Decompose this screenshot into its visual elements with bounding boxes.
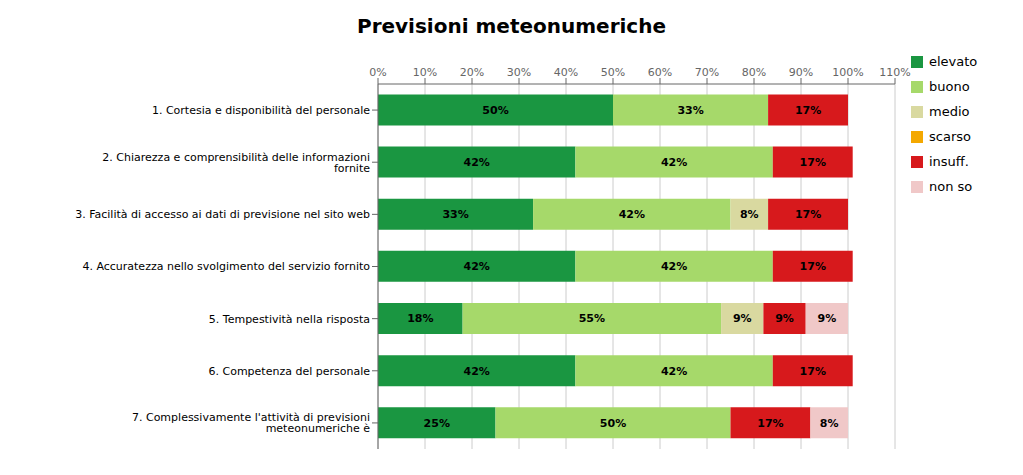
svg-text:55%: 55% bbox=[579, 312, 605, 325]
svg-text:17%: 17% bbox=[800, 260, 826, 273]
html-text:elevato: elevato bbox=[929, 54, 978, 69]
svg-text:0%: 0% bbox=[369, 66, 386, 79]
svg-text:20%: 20% bbox=[460, 66, 484, 79]
svg-text:60%: 60% bbox=[648, 66, 672, 79]
svg-text:8%: 8% bbox=[820, 417, 839, 430]
svg-text:1. Cortesia e disponibilità de: 1. Cortesia e disponibilità del personal… bbox=[152, 104, 370, 117]
svg-text:90%: 90% bbox=[789, 66, 813, 79]
svg-text:2. Chiarezza e comprensibilità: 2. Chiarezza e comprensibilità delle inf… bbox=[102, 151, 370, 175]
html-text:non so: non so bbox=[929, 179, 973, 194]
svg-text:8%: 8% bbox=[740, 208, 759, 221]
svg-text:110%: 110% bbox=[879, 66, 910, 79]
svg-text:10%: 10% bbox=[413, 66, 437, 79]
svg-text:7. Complessivamente l'attività: 7. Complessivamente l'attività di previs… bbox=[132, 411, 370, 435]
svg-text:17%: 17% bbox=[800, 156, 826, 169]
svg-text:4. Accuratezza nello svolgimen: 4. Accuratezza nello svolgimento del ser… bbox=[82, 260, 370, 273]
html-text:scarso: scarso bbox=[929, 129, 971, 144]
svg-text:42%: 42% bbox=[464, 260, 490, 273]
svg-text:50%: 50% bbox=[600, 417, 626, 430]
svg-text:5. Tempestività nella risposta: 5. Tempestività nella risposta bbox=[209, 313, 370, 326]
svg-text:42%: 42% bbox=[619, 208, 645, 221]
svg-text:17%: 17% bbox=[757, 417, 783, 430]
svg-text:42%: 42% bbox=[464, 365, 490, 378]
svg-text:30%: 30% bbox=[507, 66, 531, 79]
svg-text:70%: 70% bbox=[695, 66, 719, 79]
svg-text:33%: 33% bbox=[442, 208, 468, 221]
svg-text:6. Competenza del personale: 6. Competenza del personale bbox=[208, 365, 370, 378]
html-text:insuff.: insuff. bbox=[929, 154, 969, 169]
svg-text:80%: 80% bbox=[742, 66, 766, 79]
svg-text:42%: 42% bbox=[661, 260, 687, 273]
svg-text:3. Facilità di accesso ai dati: 3. Facilità di accesso ai dati di previs… bbox=[75, 208, 370, 221]
svg-text:9%: 9% bbox=[733, 312, 752, 325]
svg-text:25%: 25% bbox=[424, 417, 450, 430]
html-text:buono: buono bbox=[929, 79, 970, 94]
svg-text:42%: 42% bbox=[661, 365, 687, 378]
svg-text:17%: 17% bbox=[800, 365, 826, 378]
svg-text:50%: 50% bbox=[482, 104, 508, 117]
html-text:medio: medio bbox=[929, 104, 970, 119]
svg-text:100%: 100% bbox=[832, 66, 863, 79]
html-text:Previsioni meteonumeriche: Previsioni meteonumeriche bbox=[357, 14, 666, 38]
svg-text:18%: 18% bbox=[407, 312, 433, 325]
svg-text:17%: 17% bbox=[795, 104, 821, 117]
svg-text:9%: 9% bbox=[818, 312, 837, 325]
svg-text:33%: 33% bbox=[677, 104, 703, 117]
svg-text:42%: 42% bbox=[661, 156, 687, 169]
svg-text:17%: 17% bbox=[795, 208, 821, 221]
svg-text:50%: 50% bbox=[601, 66, 625, 79]
svg-text:9%: 9% bbox=[775, 312, 794, 325]
svg-text:42%: 42% bbox=[464, 156, 490, 169]
svg-text:40%: 40% bbox=[554, 66, 578, 79]
